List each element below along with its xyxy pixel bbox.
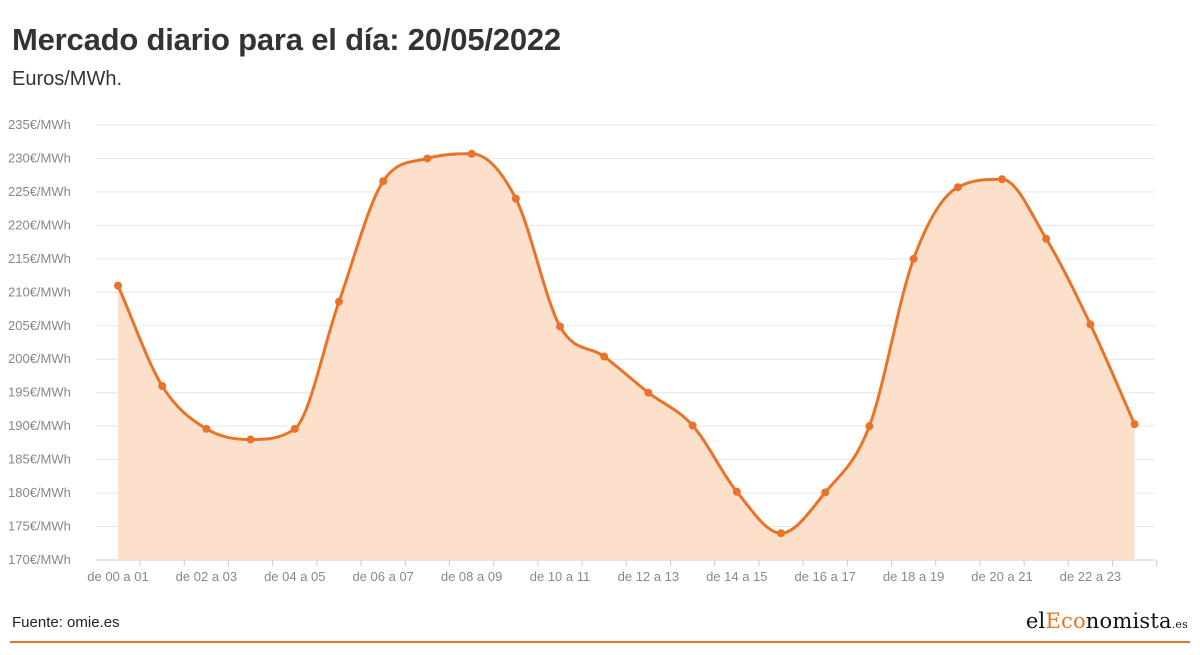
y-tick-label: 215€/MWh <box>8 251 71 266</box>
y-tick-label: 190€/MWh <box>8 418 71 433</box>
x-tick-label: de 06 a 07 <box>352 569 413 584</box>
brand-prefix: el <box>1025 609 1046 633</box>
brand-tld: .es <box>1171 618 1188 631</box>
y-axis-ticks: 170€/MWh 175€/MWh 180€/MWh 185€/MWh 190€/MWh… <box>8 117 71 567</box>
data-point <box>909 254 918 263</box>
source-note: Fuente: omie.es <box>12 614 120 631</box>
footer-divider <box>10 641 1190 643</box>
x-tick-label: de 12 a 13 <box>618 569 679 584</box>
data-point <box>1130 420 1139 429</box>
x-tick-label: de 10 a 11 <box>530 569 590 584</box>
data-point <box>379 177 388 186</box>
y-tick-label: 230€/MWh <box>8 150 71 165</box>
data-point <box>246 435 255 444</box>
data-point <box>202 424 211 433</box>
x-tick-label: de 14 a 15 <box>706 569 767 584</box>
y-tick-label: 175€/MWh <box>8 519 71 534</box>
data-point <box>1042 234 1051 243</box>
data-point <box>335 297 343 306</box>
y-tick-label: 195€/MWh <box>8 385 71 400</box>
x-tick-label: de 22 a 23 <box>1060 569 1121 584</box>
x-tick-label: de 04 a 05 <box>264 569 325 584</box>
x-tick-label: de 08 a 09 <box>441 569 502 584</box>
data-point <box>998 175 1006 184</box>
x-tick-label: de 16 a 17 <box>794 569 855 584</box>
chart-title: Mercado diario para el día: 20/05/2022 <box>12 22 561 57</box>
x-tick-label: de 20 a 21 <box>971 569 1032 584</box>
brand-middle: nomista <box>1085 609 1172 633</box>
data-point <box>290 424 299 433</box>
y-tick-label: 225€/MWh <box>8 184 71 199</box>
data-point <box>467 149 476 158</box>
y-tick-label: 210€/MWh <box>8 284 71 299</box>
x-tick-label: de 00 a 01 <box>87 569 148 584</box>
y-tick-label: 205€/MWh <box>8 318 71 333</box>
data-point <box>556 322 564 331</box>
brand-logo: elEconomista.es <box>1026 609 1188 633</box>
y-tick-label: 235€/MWh <box>8 117 71 132</box>
brand-accent: Eco <box>1045 609 1086 633</box>
data-points <box>114 149 1139 538</box>
data-point <box>732 487 741 496</box>
x-tick-label: de 02 a 03 <box>176 569 237 584</box>
data-point <box>423 154 432 163</box>
data-point <box>158 382 167 390</box>
x-tick-label: de 18 a 19 <box>883 569 944 584</box>
data-point <box>953 183 962 192</box>
y-tick-label: 185€/MWh <box>8 452 71 467</box>
x-axis-ticks: de 00 a 01 de 02 a 03 de 04 a 05 de 06 a 07… <box>87 559 1158 584</box>
y-tick-label: 220€/MWh <box>8 217 71 232</box>
data-point <box>865 422 874 431</box>
data-point <box>600 352 609 361</box>
data-point <box>511 194 520 203</box>
data-point <box>821 488 830 497</box>
data-point <box>644 388 653 397</box>
y-tick-label: 180€/MWh <box>8 485 71 500</box>
data-point <box>688 421 697 430</box>
data-point <box>777 529 785 538</box>
data-point <box>114 281 122 290</box>
price-area-chart: 170€/MWh 175€/MWh 180€/MWh 185€/MWh 190€/MWh… <box>8 117 1158 584</box>
chart-subtitle: Euros/MWh. <box>12 68 123 90</box>
data-point <box>1086 320 1095 329</box>
price-area-fill <box>118 153 1135 560</box>
y-tick-label: 170€/MWh <box>8 552 71 567</box>
y-tick-label: 200€/MWh <box>8 351 71 366</box>
